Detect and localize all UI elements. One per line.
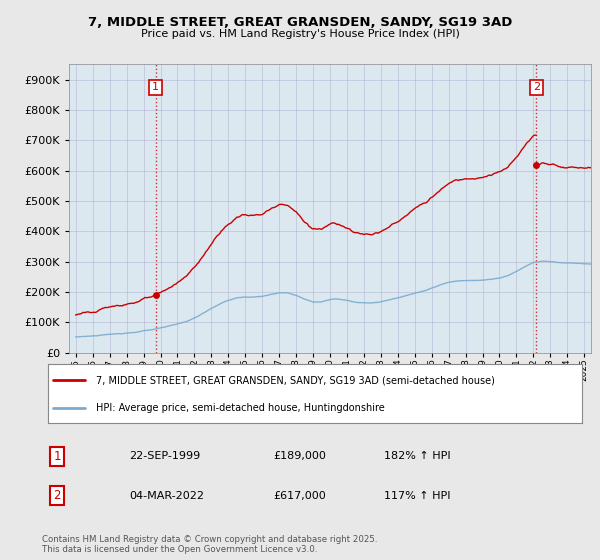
Text: 1: 1 bbox=[53, 450, 61, 463]
Text: 2: 2 bbox=[533, 82, 540, 92]
Text: 2: 2 bbox=[53, 489, 61, 502]
Text: 7, MIDDLE STREET, GREAT GRANSDEN, SANDY, SG19 3AD (semi-detached house): 7, MIDDLE STREET, GREAT GRANSDEN, SANDY,… bbox=[96, 375, 495, 385]
Text: HPI: Average price, semi-detached house, Huntingdonshire: HPI: Average price, semi-detached house,… bbox=[96, 403, 385, 413]
Text: 117% ↑ HPI: 117% ↑ HPI bbox=[384, 491, 451, 501]
Text: Contains HM Land Registry data © Crown copyright and database right 2025.
This d: Contains HM Land Registry data © Crown c… bbox=[42, 535, 377, 554]
Text: 7, MIDDLE STREET, GREAT GRANSDEN, SANDY, SG19 3AD: 7, MIDDLE STREET, GREAT GRANSDEN, SANDY,… bbox=[88, 16, 512, 29]
Text: 1: 1 bbox=[152, 82, 159, 92]
Text: £617,000: £617,000 bbox=[273, 491, 326, 501]
Text: Price paid vs. HM Land Registry's House Price Index (HPI): Price paid vs. HM Land Registry's House … bbox=[140, 29, 460, 39]
Text: 182% ↑ HPI: 182% ↑ HPI bbox=[384, 451, 451, 461]
Text: 22-SEP-1999: 22-SEP-1999 bbox=[129, 451, 200, 461]
Text: £189,000: £189,000 bbox=[273, 451, 326, 461]
Text: 04-MAR-2022: 04-MAR-2022 bbox=[129, 491, 204, 501]
